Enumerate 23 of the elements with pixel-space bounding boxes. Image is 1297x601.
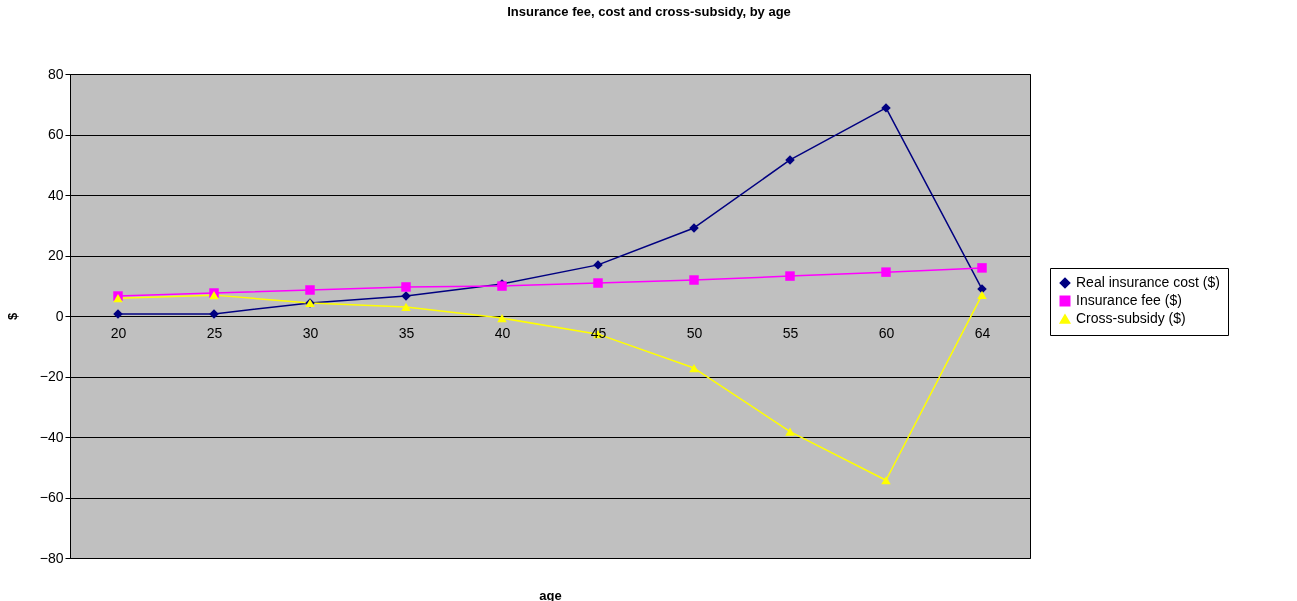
x-tick-label: 20 bbox=[110, 324, 127, 341]
x-tick-label: 50 bbox=[686, 324, 703, 341]
y-tick-label: 40 bbox=[47, 186, 64, 203]
y-tick-label: 0 bbox=[55, 307, 64, 324]
x-tick-label: 25 bbox=[206, 324, 223, 341]
y-tick-label: 80 bbox=[47, 65, 64, 82]
x-tick-label: 30 bbox=[302, 324, 319, 341]
x-tick-label: 55 bbox=[782, 324, 799, 341]
y-tick-label: −20 bbox=[39, 368, 64, 384]
x-tick-label: 35 bbox=[398, 324, 415, 341]
legend-label: Real insurance cost ($) bbox=[1076, 274, 1220, 290]
chart-title: Insurance fee, cost and cross-subsidy, by age bbox=[507, 4, 791, 19]
legend-label: Cross-subsidy ($) bbox=[1076, 310, 1186, 326]
y-tick-label: −80 bbox=[39, 549, 64, 566]
x-tick-label: 40 bbox=[494, 324, 511, 341]
legend-label: Insurance fee ($) bbox=[1076, 292, 1182, 308]
y-tick-label: 20 bbox=[47, 247, 64, 263]
y-axis-title: $ bbox=[4, 312, 20, 321]
x-tick-label: 60 bbox=[878, 324, 895, 341]
x-tick-label: 64 bbox=[974, 324, 991, 341]
y-tick-label: −60 bbox=[39, 489, 64, 505]
y-tick-label: −40 bbox=[39, 428, 64, 445]
y-tick-label: 60 bbox=[47, 126, 64, 142]
